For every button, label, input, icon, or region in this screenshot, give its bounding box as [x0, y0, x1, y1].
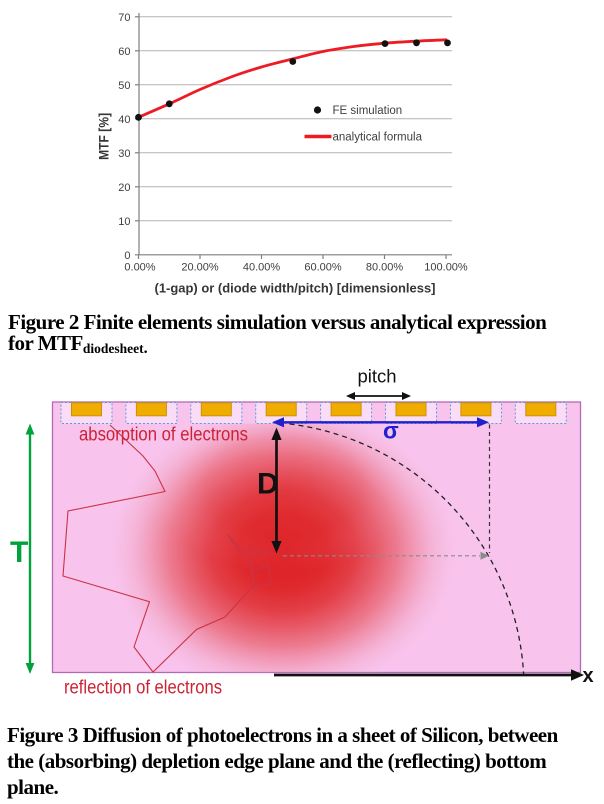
svg-text:100.00%: 100.00% [424, 262, 468, 274]
svg-text:50: 50 [118, 80, 130, 92]
svg-text:70: 70 [118, 12, 130, 24]
svg-text:80.00%: 80.00% [366, 262, 404, 274]
svg-text:20: 20 [118, 182, 130, 194]
svg-text:60: 60 [118, 46, 130, 58]
svg-text:30: 30 [118, 148, 130, 160]
svg-text:pitch: pitch [357, 366, 396, 387]
svg-text:0.00%: 0.00% [124, 262, 155, 274]
svg-text:D: D [257, 468, 279, 501]
svg-text:reflection of electrons: reflection of electrons [64, 678, 222, 699]
svg-text:absorption of electrons: absorption of electrons [79, 425, 248, 446]
svg-text:σ: σ [383, 418, 399, 444]
svg-text:40: 40 [118, 114, 130, 126]
svg-text:10: 10 [118, 216, 130, 228]
svg-text:T: T [10, 536, 28, 569]
svg-text:40.00%: 40.00% [243, 262, 281, 274]
svg-text:60.00%: 60.00% [304, 262, 342, 274]
svg-text:analytical formula: analytical formula [333, 131, 423, 143]
svg-text:MTF [%]: MTF [%] [97, 113, 112, 160]
svg-text:x: x [583, 665, 594, 687]
svg-text:0: 0 [124, 250, 130, 262]
svg-text:FE simulation: FE simulation [333, 105, 403, 117]
svg-text:20.00%: 20.00% [181, 262, 219, 274]
svg-text:(1-gap) or (diode width/pitch): (1-gap) or (diode width/pitch) [dimensio… [155, 282, 436, 296]
